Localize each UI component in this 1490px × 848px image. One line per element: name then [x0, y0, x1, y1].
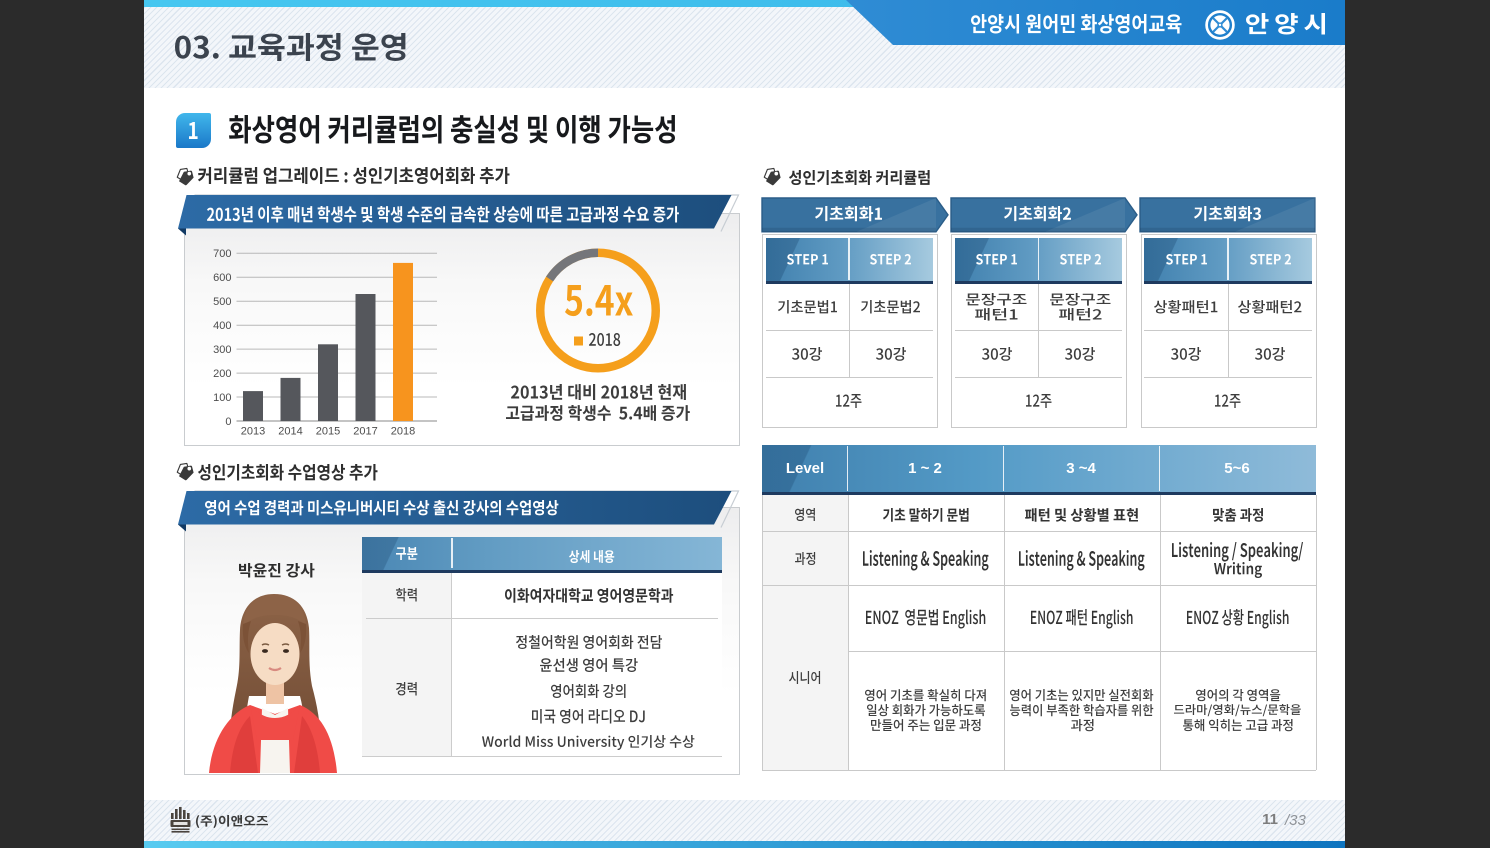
svg-text:200: 200 — [213, 368, 231, 380]
svg-text:2015: 2015 — [316, 426, 340, 438]
svg-text:600: 600 — [213, 272, 231, 284]
svg-text:100: 100 — [213, 392, 231, 404]
svg-text:2014: 2014 — [278, 426, 302, 438]
svg-text:0: 0 — [225, 416, 231, 428]
svg-text:2018: 2018 — [391, 426, 415, 438]
svg-text:500: 500 — [213, 296, 231, 308]
svg-text:2013: 2013 — [241, 426, 265, 438]
svg-text:700: 700 — [213, 248, 231, 260]
svg-text:300: 300 — [213, 344, 231, 356]
svg-text:400: 400 — [213, 320, 231, 332]
svg-text:2017: 2017 — [353, 426, 377, 438]
